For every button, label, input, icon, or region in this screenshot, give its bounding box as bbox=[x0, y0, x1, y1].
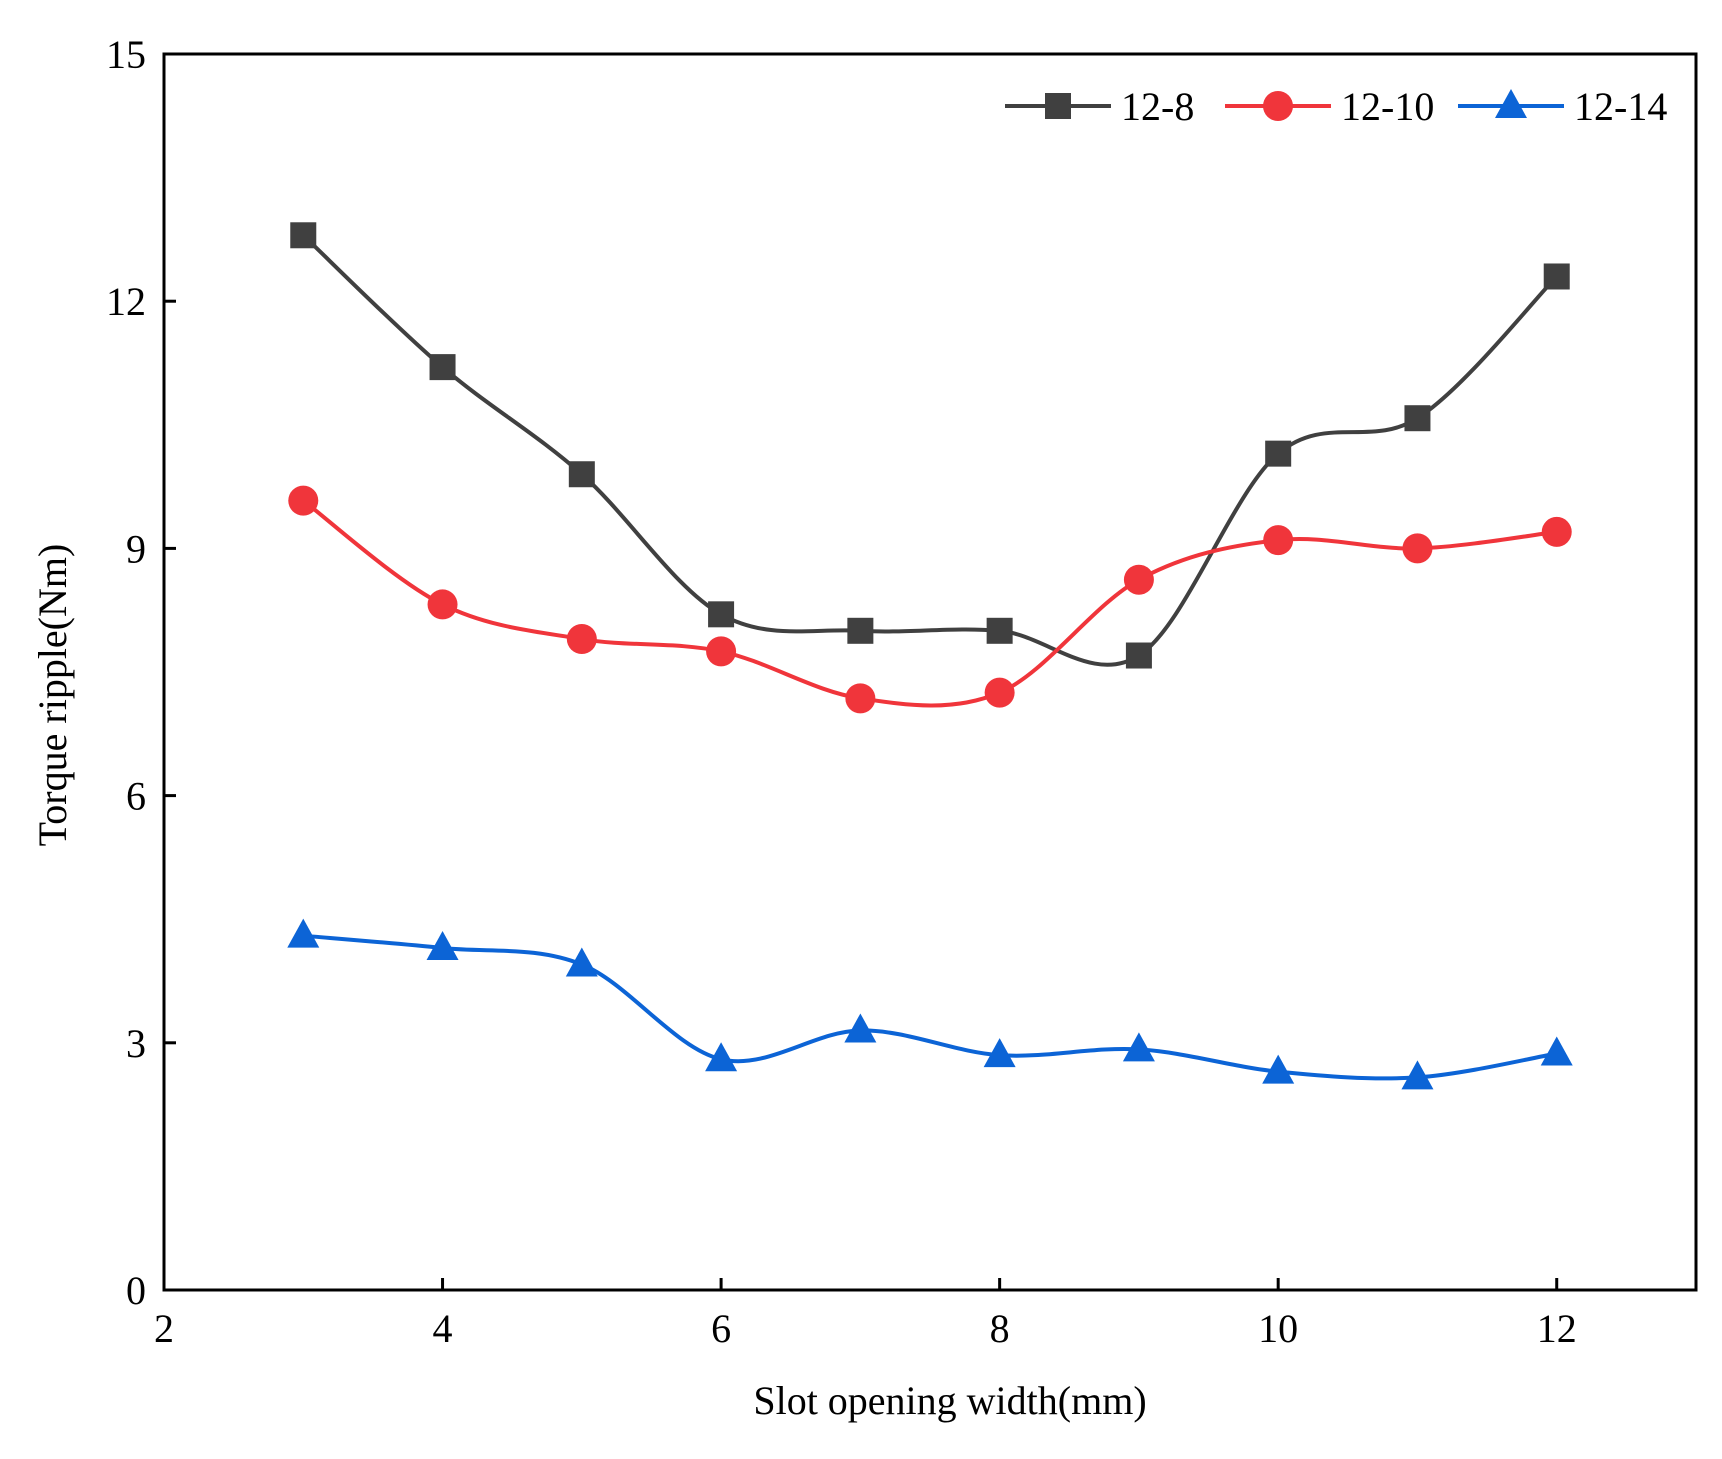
series-layer bbox=[287, 222, 1573, 1090]
data-point-12-14-5 bbox=[565, 947, 598, 977]
data-point-12-10-10 bbox=[1263, 525, 1294, 556]
y-tick-label: 12 bbox=[106, 279, 146, 324]
legend: 12-8 12-10 12-14 bbox=[1005, 84, 1667, 129]
data-point-12-10-12 bbox=[1541, 516, 1572, 547]
data-point-12-8-9 bbox=[1125, 642, 1152, 669]
series-line-12-14 bbox=[303, 933, 1558, 1081]
series-12-8 bbox=[290, 222, 1570, 669]
y-tick-label: 3 bbox=[126, 1021, 146, 1066]
data-point-12-10-4 bbox=[427, 589, 458, 620]
x-tick-label: 6 bbox=[711, 1306, 731, 1351]
legend-marker-12-10 bbox=[1263, 91, 1293, 121]
data-point-12-8-7 bbox=[847, 617, 874, 644]
data-point-12-14-3 bbox=[287, 918, 320, 948]
data-point-12-10-3 bbox=[288, 485, 319, 516]
data-point-12-10-6 bbox=[706, 636, 737, 667]
data-point-12-8-4 bbox=[429, 354, 456, 381]
data-point-12-14-9 bbox=[1122, 1032, 1155, 1062]
data-point-12-8-11 bbox=[1404, 405, 1431, 432]
data-point-12-8-5 bbox=[568, 461, 595, 488]
data-point-12-10-5 bbox=[566, 624, 597, 655]
series-line-12-8 bbox=[301, 233, 1559, 667]
legend-marker-12-14 bbox=[1495, 89, 1527, 118]
data-point-12-8-10 bbox=[1265, 440, 1292, 467]
x-tick-label: 8 bbox=[990, 1306, 1010, 1351]
axes: 2 4 6 8 10 12 0 3 6 9 12 15 bbox=[106, 32, 1698, 1351]
data-point-12-14-8 bbox=[983, 1038, 1016, 1068]
data-point-12-10-11 bbox=[1402, 533, 1433, 564]
data-point-12-8-6 bbox=[708, 601, 735, 628]
data-point-12-14-12 bbox=[1540, 1036, 1573, 1066]
y-tick-label: 9 bbox=[126, 526, 146, 571]
y-tick-label: 6 bbox=[126, 774, 146, 819]
data-point-12-10-7 bbox=[845, 683, 876, 714]
x-axis-title: Slot opening width(mm) bbox=[753, 1378, 1146, 1423]
legend-label: 12-8 bbox=[1121, 84, 1194, 129]
data-point-12-8-3 bbox=[290, 222, 317, 249]
data-point-12-8-12 bbox=[1543, 263, 1570, 290]
data-point-12-14-6 bbox=[705, 1042, 738, 1072]
y-axis-title: Torque ripple(Nm) bbox=[30, 544, 75, 847]
data-point-12-14-10 bbox=[1262, 1054, 1295, 1084]
x-tick-label: 12 bbox=[1537, 1306, 1577, 1351]
legend-item-12-8: 12-8 bbox=[1005, 84, 1194, 129]
data-point-12-10-9 bbox=[1123, 564, 1154, 595]
legend-item-12-10: 12-10 bbox=[1225, 84, 1434, 129]
data-point-12-8-8 bbox=[986, 617, 1013, 644]
legend-item-12-14: 12-14 bbox=[1458, 84, 1667, 129]
series-line-12-10 bbox=[302, 499, 1557, 708]
x-tick-label: 4 bbox=[433, 1306, 453, 1351]
y-tick-label: 15 bbox=[106, 32, 146, 77]
legend-label: 12-10 bbox=[1341, 84, 1434, 129]
data-point-12-14-4 bbox=[426, 931, 459, 961]
series-12-10 bbox=[288, 485, 1572, 714]
x-tick-label: 2 bbox=[154, 1306, 174, 1351]
data-point-12-10-8 bbox=[984, 677, 1015, 708]
x-tick-label: 10 bbox=[1258, 1306, 1298, 1351]
series-12-14 bbox=[287, 918, 1573, 1090]
data-point-12-14-11 bbox=[1401, 1060, 1434, 1090]
plot-frame bbox=[162, 52, 1698, 1292]
y-tick-label: 0 bbox=[126, 1268, 146, 1313]
legend-label: 12-14 bbox=[1574, 84, 1667, 129]
data-point-12-14-7 bbox=[844, 1013, 877, 1043]
legend-marker-12-8 bbox=[1045, 93, 1071, 119]
